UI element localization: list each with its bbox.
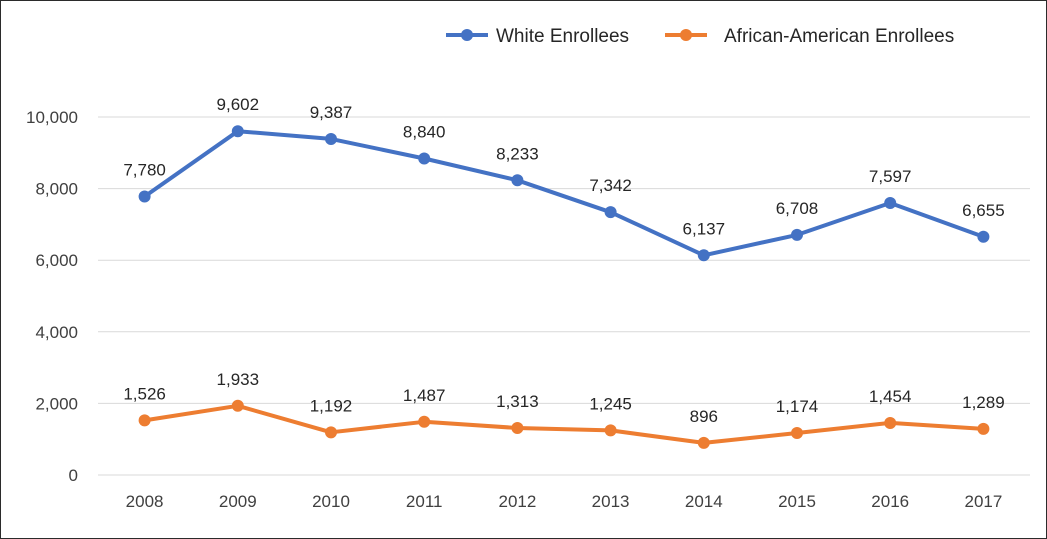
data-point bbox=[511, 174, 524, 187]
data-point bbox=[231, 125, 244, 138]
data-label: 1,487 bbox=[403, 386, 446, 405]
gridlines bbox=[98, 116, 1030, 404]
data-label: 1,526 bbox=[123, 384, 166, 403]
x-tick-label: 2013 bbox=[592, 492, 630, 511]
y-tick-label: 10,000 bbox=[26, 108, 78, 127]
x-axis: 2008 2009 2010 2011 2012 2013 2014 2015 2016 2017 bbox=[98, 474, 1030, 511]
data-label: 1,313 bbox=[496, 392, 539, 411]
data-label: 7,780 bbox=[123, 160, 166, 179]
y-tick-label: 8,000 bbox=[35, 180, 78, 199]
x-tick-label: 2017 bbox=[964, 492, 1002, 511]
legend-label: African-American Enrollees bbox=[724, 26, 954, 47]
series-white-enrollees: 7,780 9,602 9,387 8,840 8,233 7,342 6,137 6,708… bbox=[123, 95, 1005, 262]
data-point bbox=[697, 436, 710, 449]
y-tick-label: 4,000 bbox=[35, 323, 78, 342]
legend-item: African-American Enrollees bbox=[665, 26, 954, 47]
data-point bbox=[511, 421, 524, 434]
y-axis: 0 2,000 4,000 6,000 8,000 10,000 bbox=[26, 108, 78, 485]
legend-swatch-marker bbox=[461, 29, 473, 41]
data-label: 9,387 bbox=[310, 103, 353, 122]
data-label: 6,137 bbox=[683, 219, 726, 238]
data-label: 1,289 bbox=[962, 393, 1005, 412]
y-tick-label: 0 bbox=[69, 466, 78, 485]
data-label: 6,708 bbox=[776, 199, 819, 218]
x-tick-label: 2014 bbox=[685, 492, 723, 511]
data-label: 1,245 bbox=[589, 394, 632, 413]
y-tick-label: 2,000 bbox=[35, 394, 78, 413]
data-point bbox=[977, 230, 990, 243]
data-label: 896 bbox=[690, 407, 718, 426]
data-point bbox=[791, 426, 803, 439]
x-tick-label: 2010 bbox=[312, 492, 350, 511]
x-tick-label: 2015 bbox=[778, 492, 816, 511]
series-group: 7,780 9,602 9,387 8,840 8,233 7,342 6,137 6,708… bbox=[123, 95, 1005, 449]
series-line bbox=[142, 129, 986, 258]
data-point bbox=[418, 152, 431, 165]
series-line bbox=[142, 403, 986, 445]
x-tick-label: 2009 bbox=[219, 492, 257, 511]
legend-label: White Enrollees bbox=[496, 26, 629, 47]
data-label: 7,342 bbox=[589, 176, 632, 195]
data-label: 8,840 bbox=[403, 123, 446, 142]
data-point bbox=[231, 399, 244, 412]
data-point bbox=[138, 414, 151, 427]
data-label: 1,174 bbox=[776, 397, 819, 416]
data-point bbox=[697, 249, 710, 262]
data-point bbox=[325, 426, 337, 439]
data-label: 7,597 bbox=[869, 167, 912, 186]
data-label: 8,233 bbox=[496, 144, 539, 163]
data-point bbox=[884, 197, 897, 210]
legend: White Enrollees African-American Enrollee… bbox=[446, 26, 954, 47]
data-point bbox=[418, 415, 431, 428]
data-label: 1,454 bbox=[869, 387, 912, 406]
x-tick-label: 2008 bbox=[126, 492, 164, 511]
data-point bbox=[977, 422, 990, 435]
x-tick-label: 2011 bbox=[406, 492, 443, 511]
data-label: 9,602 bbox=[217, 95, 260, 114]
data-label: 1,933 bbox=[217, 370, 260, 389]
legend-item: White Enrollees bbox=[446, 26, 629, 47]
data-point bbox=[325, 132, 337, 145]
data-point bbox=[604, 424, 617, 437]
data-label: 1,192 bbox=[310, 396, 353, 415]
x-tick-label: 2012 bbox=[498, 492, 536, 511]
x-tick-label: 2016 bbox=[871, 492, 909, 511]
legend-swatch-marker bbox=[680, 29, 692, 41]
data-point bbox=[604, 206, 617, 219]
data-point bbox=[884, 416, 897, 429]
data-point bbox=[138, 190, 151, 203]
y-tick-label: 6,000 bbox=[35, 251, 78, 270]
data-label: 6,655 bbox=[962, 201, 1005, 220]
data-point bbox=[791, 228, 803, 241]
series-african-american-enrollees: 1,526 1,933 1,192 1,487 1,313 1,245 896 1,174 1,… bbox=[123, 370, 1005, 449]
